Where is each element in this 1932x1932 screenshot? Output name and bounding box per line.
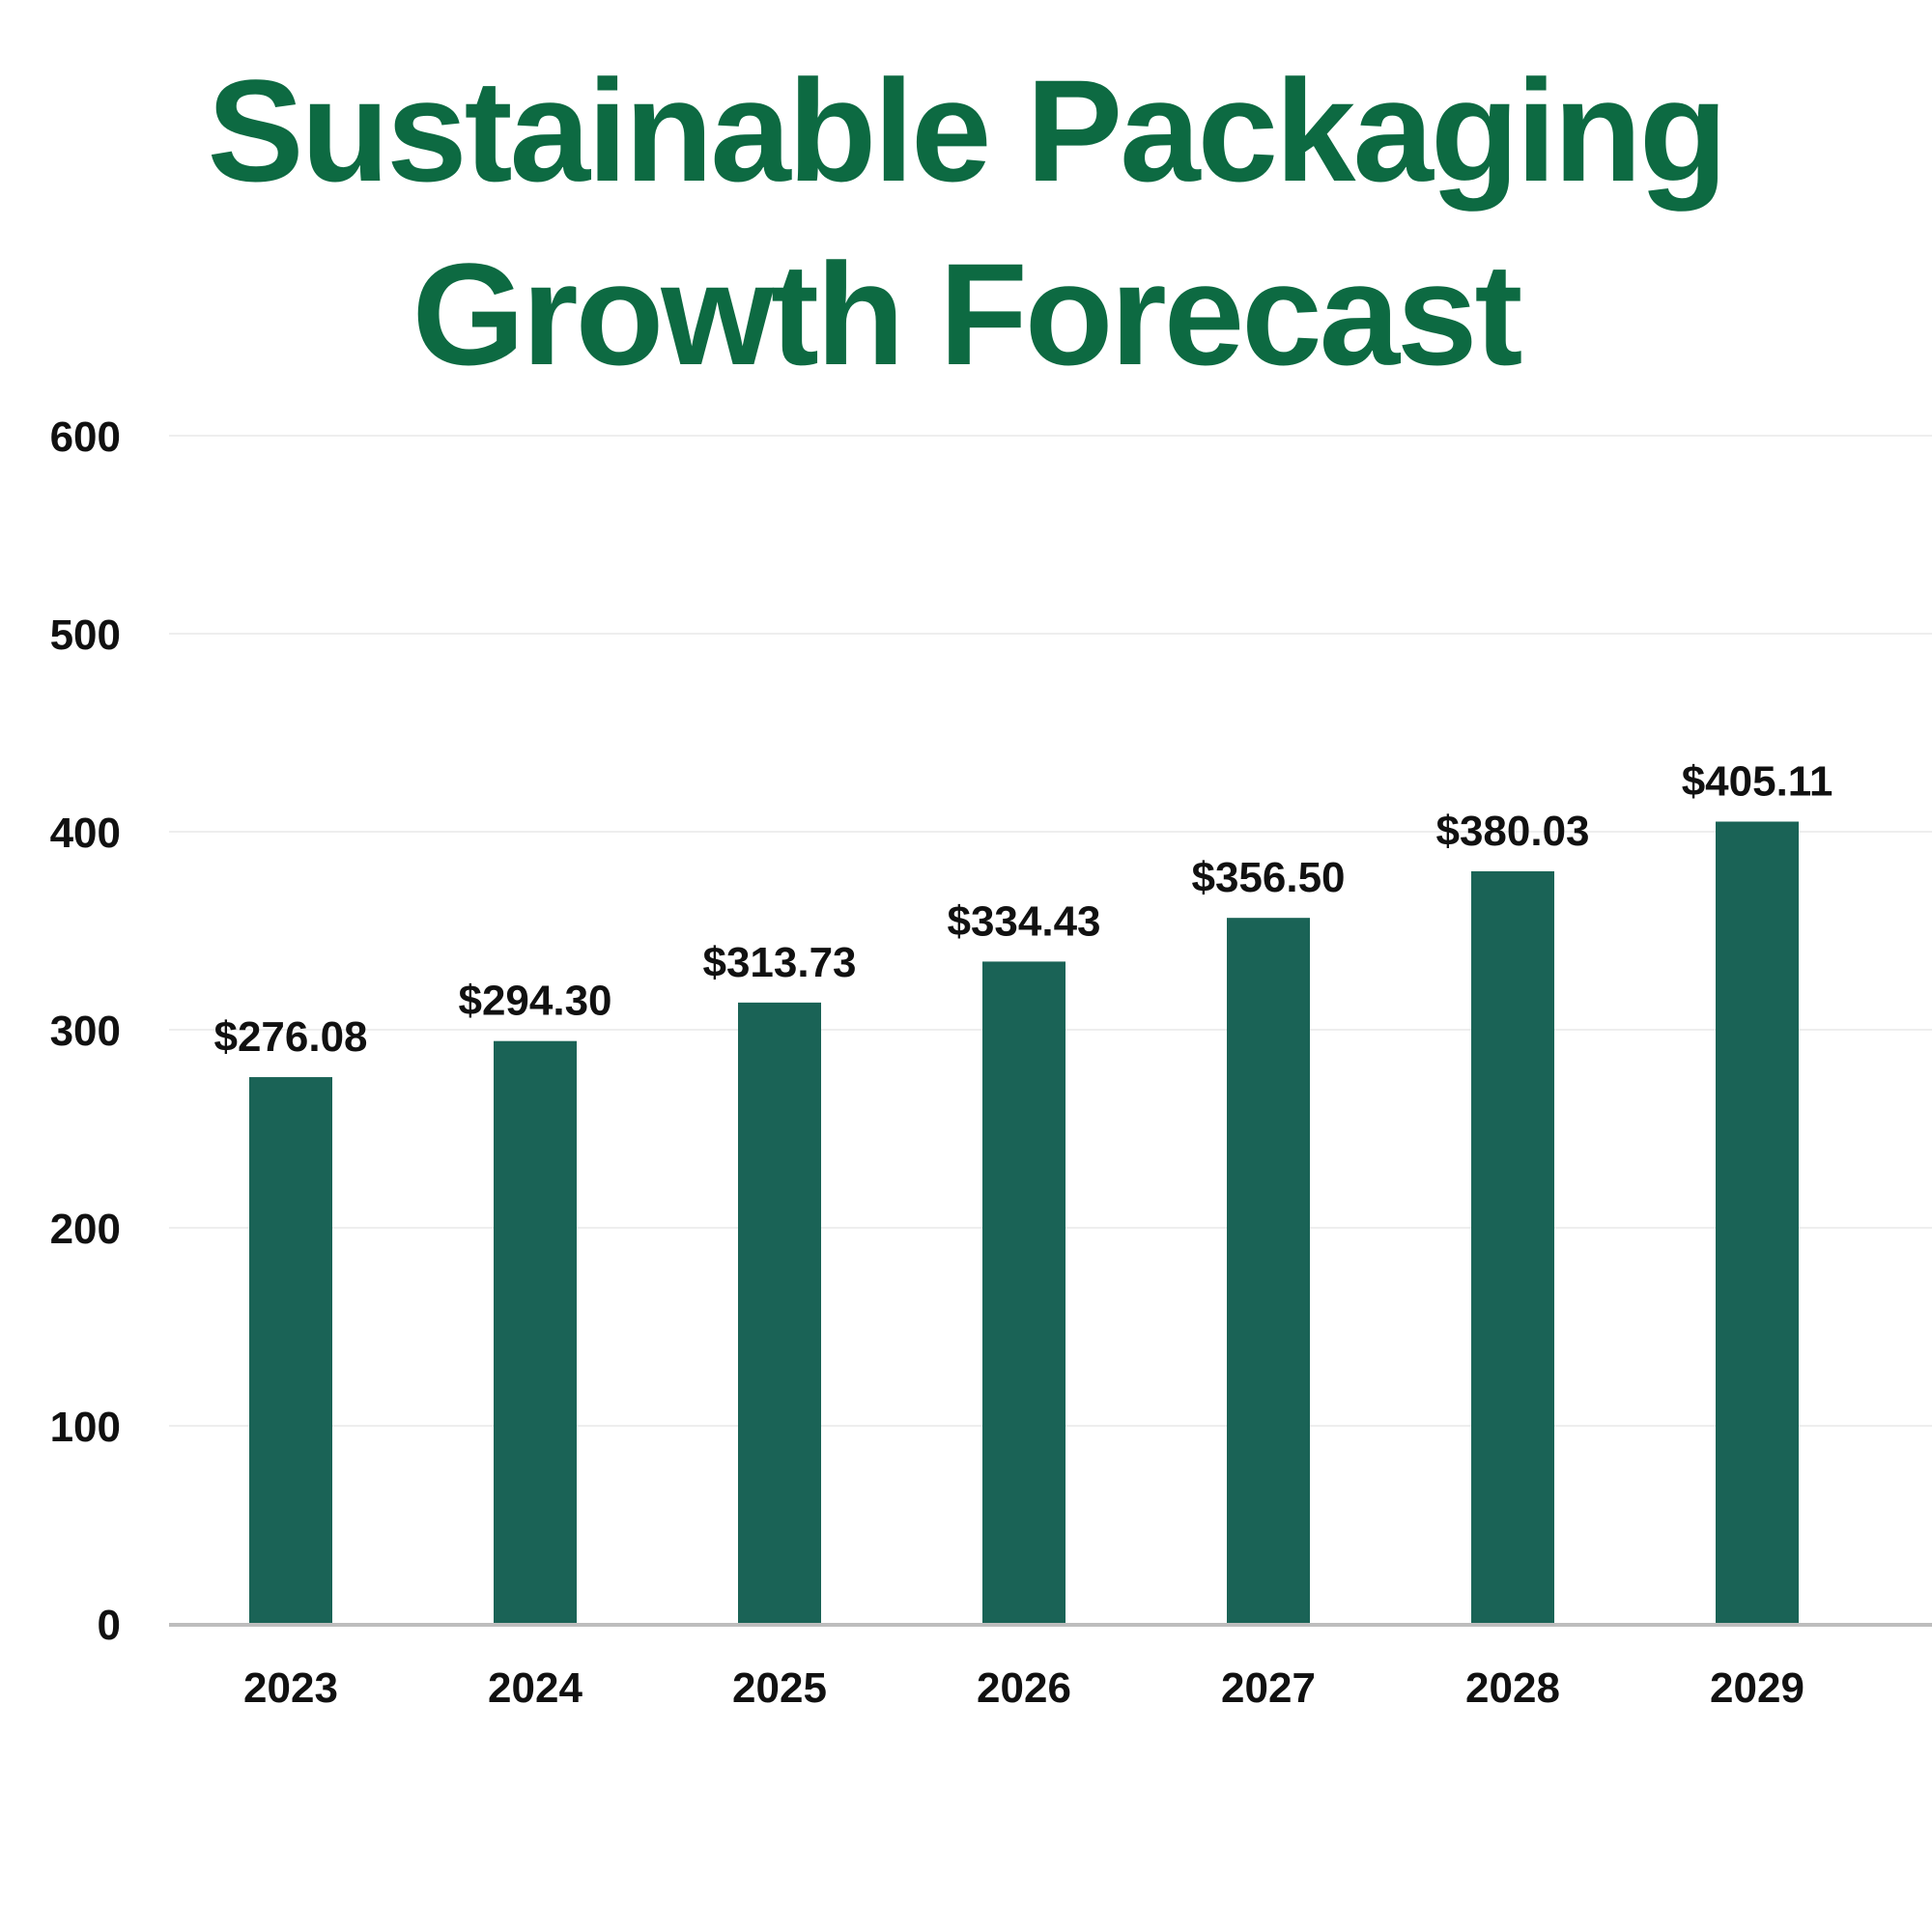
data-label-2027: $356.50 [1191,854,1345,901]
bar-2029 [1716,821,1799,1624]
data-label-2023: $276.08 [213,1013,367,1061]
bar-2028 [1471,870,1554,1624]
x-tick-label-2024: 2024 [488,1664,582,1712]
data-label-2029: $405.11 [1682,758,1833,806]
x-tick-label-2028: 2028 [1465,1664,1560,1712]
data-label-2025: $313.73 [702,939,856,986]
y-tick-label-0: 0 [98,1602,121,1649]
bar-2023 [249,1077,332,1624]
y-tick-label-200: 200 [50,1206,121,1253]
chart-title-line-1: Sustainable Packaging [207,49,1728,212]
y-tick-label-400: 400 [50,810,121,857]
x-tick-label-2027: 2027 [1221,1664,1316,1712]
y-tick-label-600: 600 [50,413,121,461]
x-tick-label-2025: 2025 [732,1664,827,1712]
x-tick-label-2023: 2023 [243,1664,338,1712]
bar-2024 [494,1040,577,1624]
bar-2025 [738,1002,821,1624]
data-label-2028: $380.03 [1435,808,1589,855]
y-tick-label-500: 500 [50,611,121,659]
y-tick-label-300: 300 [50,1008,121,1055]
data-label-2024: $294.30 [458,978,611,1025]
bar-2026 [982,961,1065,1624]
y-tick-label-100: 100 [50,1404,121,1451]
chart-title: Sustainable Packaging Growth Forecast [0,39,1932,406]
bar-2027 [1227,918,1310,1624]
x-tick-label-2029: 2029 [1710,1664,1804,1712]
chart-title-line-2: Growth Forecast [412,233,1523,395]
x-tick-label-2026: 2026 [977,1664,1071,1712]
data-label-2026: $334.43 [947,897,1100,945]
